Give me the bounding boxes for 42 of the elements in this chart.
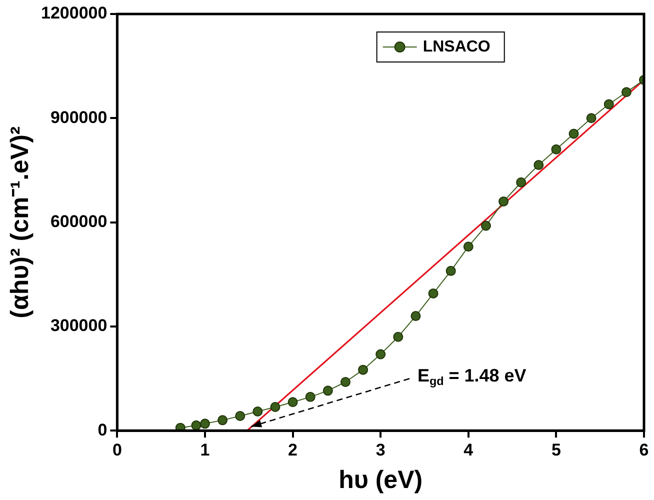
point xyxy=(393,332,404,342)
point xyxy=(428,288,438,298)
point xyxy=(376,349,386,360)
x-tick-label: 4 xyxy=(464,440,474,460)
point xyxy=(534,160,544,170)
point xyxy=(516,177,526,188)
x-tick-label: 6 xyxy=(639,440,649,460)
point xyxy=(446,266,456,276)
point xyxy=(463,242,474,252)
y-tick-label: 300000 xyxy=(50,316,108,336)
point xyxy=(551,144,562,154)
y-tick-label: 900000 xyxy=(50,108,108,127)
point xyxy=(604,99,614,110)
point xyxy=(498,196,509,206)
x-tick-label: 2 xyxy=(288,440,298,460)
point xyxy=(288,397,298,408)
y-axis-title: (αhυ)² (cm⁻¹.eV)² xyxy=(6,126,34,318)
point xyxy=(270,402,280,412)
point xyxy=(621,87,632,98)
point xyxy=(191,420,202,430)
point xyxy=(305,392,316,402)
legend-label: LNSACO xyxy=(422,38,490,56)
x-axis-title: hυ (eV) xyxy=(338,466,423,494)
point xyxy=(322,386,333,396)
point xyxy=(480,220,491,231)
y-tick-label: 1200000 xyxy=(40,4,108,23)
point xyxy=(175,422,186,431)
point xyxy=(410,311,421,322)
point xyxy=(358,364,368,375)
point xyxy=(200,418,210,429)
point xyxy=(586,113,596,124)
point xyxy=(252,406,263,417)
point xyxy=(235,411,246,422)
point xyxy=(218,415,228,426)
x-tick-label: 3 xyxy=(376,440,386,460)
x-tick-label: 5 xyxy=(551,440,561,460)
x-tick-label: 0 xyxy=(112,440,122,460)
x-tick-label: 1 xyxy=(200,440,210,460)
point xyxy=(340,376,350,387)
y-tick-label: 600000 xyxy=(50,212,108,231)
point xyxy=(568,128,579,139)
y-tick-label: 0 xyxy=(98,420,108,440)
